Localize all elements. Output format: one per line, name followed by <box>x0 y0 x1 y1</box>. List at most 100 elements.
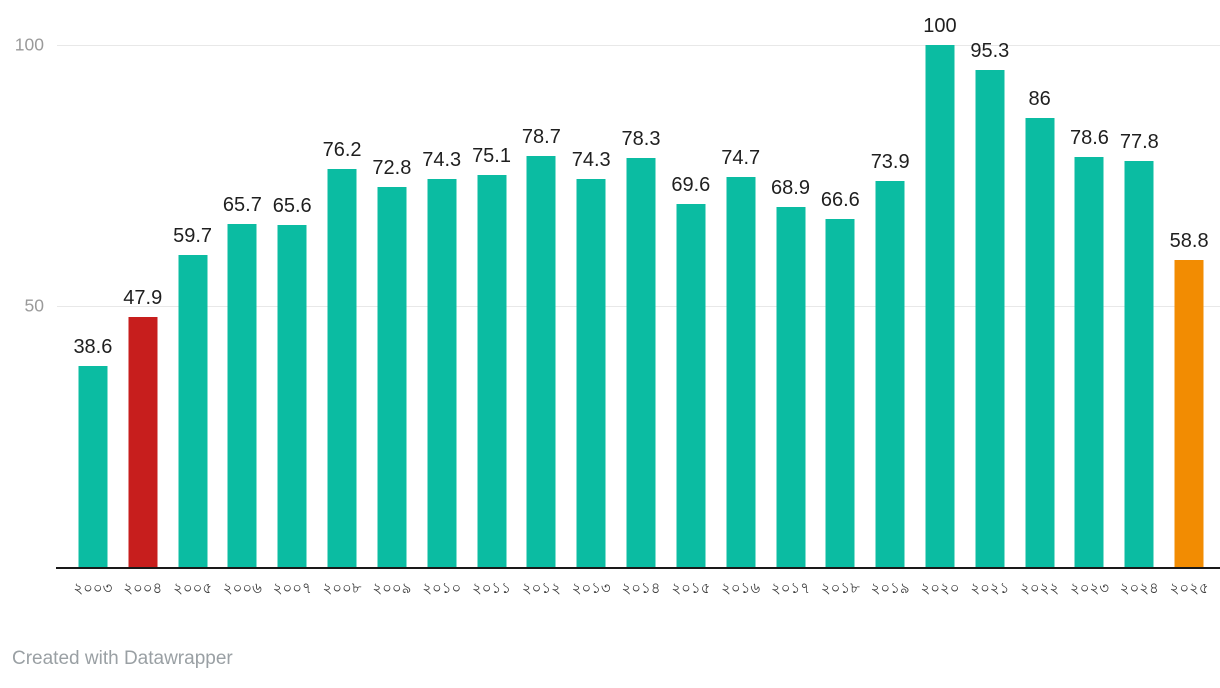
bar-slot: 75.1 <box>467 0 517 567</box>
bar-value-label: 95.3 <box>970 40 1010 62</box>
x-tick-label: ২০০৮ <box>322 580 362 597</box>
bar-value-label: 100 <box>923 15 957 37</box>
bar-slot: 78.7 <box>516 0 566 567</box>
bar-২০০৩[interactable] <box>78 366 108 567</box>
x-tick-label: ২০০৭ <box>272 580 312 597</box>
bar-slot: 47.9 <box>118 0 168 567</box>
bar-slot: 65.6 <box>267 0 317 567</box>
x-tick-label: ২০০৬ <box>222 580 262 597</box>
bar-value-label: 86 <box>1028 88 1051 110</box>
bar-২০০৮[interactable] <box>327 169 357 567</box>
x-tick-label: ২০১৪ <box>621 580 661 597</box>
bar-slot: 78.3 <box>616 0 666 567</box>
x-tick-label: ২০২০ <box>920 580 960 597</box>
bar-slot: 74.3 <box>417 0 467 567</box>
y-tick-label: 50 <box>24 295 44 316</box>
bar-২০০৪[interactable] <box>128 317 158 567</box>
bar-২০১৫[interactable] <box>676 204 706 567</box>
x-tick-label: ২০১০ <box>422 580 462 597</box>
bar-২০১৬[interactable] <box>726 177 756 567</box>
bar-২০০৯[interactable] <box>377 187 407 567</box>
x-tick-label: ২০০৫ <box>173 580 213 597</box>
bar-slot: 100 <box>915 0 965 567</box>
bar-value-label: 66.6 <box>820 189 860 211</box>
bar-slot: 59.7 <box>168 0 218 567</box>
bar-২০১৪[interactable] <box>626 158 656 567</box>
bar-value-label: 77.8 <box>1119 131 1159 153</box>
bar-২০১৯[interactable] <box>875 181 905 567</box>
bar-slot: 78.6 <box>1065 0 1115 567</box>
bar-value-label: 74.7 <box>721 147 761 169</box>
gridline-100 <box>57 45 1220 46</box>
bar-slot: 74.3 <box>566 0 616 567</box>
bar-value-label: 72.8 <box>372 157 412 179</box>
x-tick-label: ২০২২ <box>1020 580 1060 597</box>
bar-২০২৪[interactable] <box>1124 161 1154 567</box>
bar-২০১০[interactable] <box>427 179 457 567</box>
bar-slot: 76.2 <box>317 0 367 567</box>
bar-value-label: 78.7 <box>521 126 561 148</box>
plot-area: 38.6 47.9 59.7 65.7 65.6 76.2 72.8 74.3 … <box>56 0 1220 567</box>
bar-slot: 69.6 <box>666 0 716 567</box>
bar-value-label: 73.9 <box>870 151 910 173</box>
bar-slot: 38.6 <box>68 0 118 567</box>
bar-slot: 68.9 <box>766 0 816 567</box>
bars-layer: 38.6 47.9 59.7 65.7 65.6 76.2 72.8 74.3 … <box>56 0 1220 567</box>
bar-slot: 74.7 <box>716 0 766 567</box>
bar-২০২৩[interactable] <box>1074 157 1104 567</box>
bar-value-label: 47.9 <box>123 287 163 309</box>
bar-২০১২[interactable] <box>526 156 556 567</box>
x-tick-label: ২০১২ <box>521 580 561 597</box>
bar-value-label: 65.6 <box>272 195 312 217</box>
x-tick-label: ২০২৫ <box>1169 580 1209 597</box>
x-tick-label: ২০২৪ <box>1119 580 1159 597</box>
x-axis-tick-labels: ২০০৩ ২০০৪ ২০০৫ ২০০৬ ২০০৭ ২০০৮ ২০০৯ ২০১০ ২০১১ ২০১২… <box>56 578 1220 599</box>
x-tick-label: ২০১৭ <box>771 580 810 597</box>
bar-value-label: 75.1 <box>472 145 511 167</box>
bar-২০১৮[interactable] <box>825 219 855 567</box>
bar-value-label: 78.3 <box>621 128 661 150</box>
x-tick-label: ২০১৯ <box>870 580 910 597</box>
x-tick-label: ২০২৩ <box>1069 580 1109 597</box>
bar-slot: 72.8 <box>367 0 417 567</box>
x-tick-label: ২০১৩ <box>571 580 611 597</box>
bar-slot: 95.3 <box>965 0 1015 567</box>
bar-২০০৭[interactable] <box>277 225 307 567</box>
bar-slot: 77.8 <box>1114 0 1164 567</box>
bar-slot: 58.8 <box>1164 0 1214 567</box>
bar-২০১৭[interactable] <box>776 207 805 567</box>
bar-২০১৩[interactable] <box>576 179 606 567</box>
bar-২০১১[interactable] <box>477 175 507 567</box>
bar-২০২১[interactable] <box>975 70 1005 567</box>
bar-২০২২[interactable] <box>1025 118 1055 567</box>
bar-value-label: 65.7 <box>222 194 262 216</box>
x-tick-label: ২০১৫ <box>671 580 711 597</box>
x-tick-label: ২০১১ <box>472 580 512 597</box>
bar-২০০৫[interactable] <box>178 255 208 567</box>
bar-slot: 65.7 <box>217 0 267 567</box>
bar-value-label: 69.6 <box>671 174 711 196</box>
bar-value-label: 76.2 <box>322 139 362 161</box>
datawrapper-credit-link[interactable]: Created with Datawrapper <box>12 648 233 669</box>
x-tick-label: ২০১৬ <box>721 580 761 597</box>
bar-slot: 73.9 <box>865 0 915 567</box>
bar-slot: 86 <box>1015 0 1065 567</box>
x-tick-label: ২০২১ <box>970 580 1010 597</box>
x-tick-label: ২০০৪ <box>123 580 163 597</box>
bar-value-label: 78.6 <box>1070 127 1109 149</box>
bar-value-label: 68.9 <box>771 177 810 199</box>
bar-২০২৫[interactable] <box>1174 260 1204 567</box>
x-axis-baseline <box>56 567 1220 569</box>
x-tick-label: ২০১৮ <box>820 580 860 597</box>
bar-value-label: 59.7 <box>173 225 213 247</box>
bar-২০২০[interactable] <box>925 45 955 567</box>
bar-value-label: 58.8 <box>1169 230 1209 252</box>
bar-slot: 66.6 <box>815 0 865 567</box>
bar-২০০৬[interactable] <box>227 224 257 567</box>
x-tick-label: ২০০৩ <box>73 580 113 597</box>
y-tick-label: 100 <box>14 34 44 55</box>
x-tick-label: ২০০৯ <box>372 580 412 597</box>
bar-value-label: 74.3 <box>571 149 611 171</box>
bar-value-label: 38.6 <box>73 336 113 358</box>
bar-value-label: 74.3 <box>422 149 462 171</box>
